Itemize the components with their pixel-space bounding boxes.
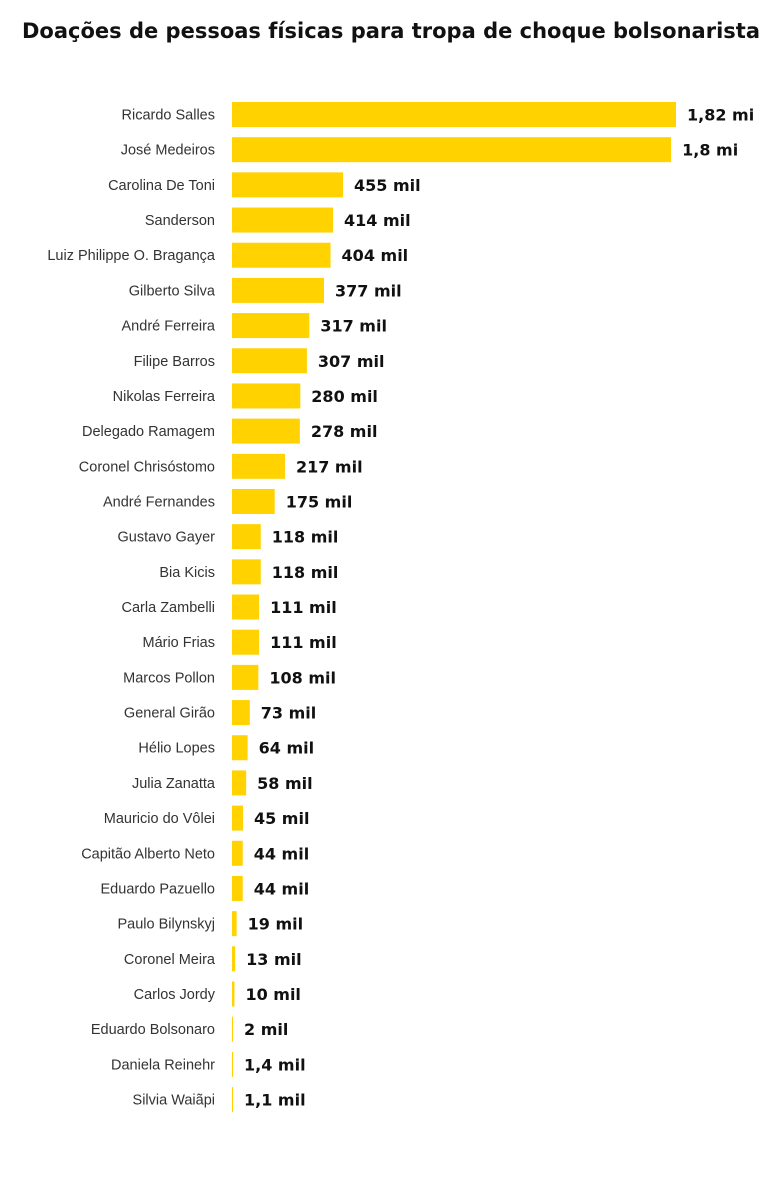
value-label: 111 mil — [270, 633, 337, 652]
category-label: Mário Frias — [142, 635, 215, 651]
category-label: José Medeiros — [121, 143, 215, 159]
category-label: Coronel Meira — [124, 952, 216, 968]
category-label: Gustavo Gayer — [117, 530, 215, 546]
bar — [232, 875, 243, 901]
category-label: Daniela Reinehr — [111, 1057, 215, 1073]
bar — [232, 946, 236, 972]
category-label: André Ferreira — [122, 319, 216, 335]
bar — [232, 559, 261, 585]
bar — [232, 629, 260, 655]
value-label: 13 mil — [246, 950, 301, 969]
bar — [232, 594, 260, 620]
category-label: Paulo Bilynskyj — [117, 917, 215, 933]
category-label: Delegado Ramagem — [82, 424, 215, 440]
category-label: Gilberto Silva — [129, 283, 216, 299]
bar — [232, 770, 247, 796]
chart-title: Doações de pessoas físicas para tropa de… — [22, 19, 760, 43]
category-label: Capitão Alberto Neto — [81, 846, 215, 862]
value-label: 108 mil — [269, 668, 336, 687]
bar — [232, 805, 243, 831]
value-label: 377 mil — [335, 281, 402, 300]
value-label: 317 mil — [320, 317, 387, 336]
bar — [232, 137, 672, 163]
value-label: 404 mil — [342, 246, 409, 265]
category-label: Silvia Waiãpi — [133, 1093, 215, 1109]
bar — [232, 981, 235, 1007]
value-label: 455 mil — [354, 176, 421, 195]
category-label: Carolina De Toni — [108, 178, 215, 194]
category-label: Hélio Lopes — [138, 741, 215, 757]
bar — [232, 1087, 233, 1113]
bars-group: Ricardo Salles 1,82 mi José Medeiros 1,8 mi… — [47, 102, 754, 1113]
value-label: 45 mil — [254, 809, 309, 828]
bar — [232, 1051, 233, 1077]
value-label: 19 mil — [248, 915, 303, 934]
value-label: 1,1 mil — [244, 1091, 306, 1110]
bar — [232, 418, 300, 444]
bar — [232, 242, 331, 268]
category-label: Mauricio do Vôlei — [104, 811, 215, 827]
value-label: 118 mil — [272, 563, 339, 582]
category-label: Julia Zanatta — [132, 776, 216, 792]
bar — [232, 488, 275, 514]
category-label: Eduardo Bolsonaro — [91, 1022, 215, 1038]
bar — [232, 348, 307, 374]
value-label: 118 mil — [272, 528, 339, 547]
value-label: 175 mil — [286, 492, 353, 511]
bar — [232, 664, 259, 690]
value-label: 278 mil — [311, 422, 378, 441]
bar — [232, 207, 333, 233]
value-label: 64 mil — [259, 739, 314, 758]
value-label: 73 mil — [261, 704, 316, 723]
value-label: 111 mil — [270, 598, 337, 617]
value-label: 44 mil — [254, 879, 309, 898]
category-label: André Fernandes — [103, 494, 215, 510]
category-label: Carlos Jordy — [134, 987, 216, 1003]
value-label: 2 mil — [244, 1020, 288, 1039]
bar — [232, 277, 324, 303]
value-label: 58 mil — [257, 774, 312, 793]
value-label: 10 mil — [245, 985, 300, 1004]
category-label: Ricardo Salles — [122, 108, 216, 124]
value-label: 307 mil — [318, 352, 385, 371]
bar — [232, 172, 343, 198]
bar — [232, 102, 676, 127]
bar — [232, 313, 310, 339]
bar — [232, 840, 243, 866]
bar — [232, 1016, 233, 1042]
bar — [232, 453, 285, 479]
category-label: Carla Zambelli — [122, 600, 215, 616]
category-label: Bia Kicis — [159, 565, 215, 581]
value-label: 414 mil — [344, 211, 411, 230]
category-label: General Girão — [124, 706, 215, 722]
value-label: 44 mil — [254, 844, 309, 863]
bar — [232, 735, 248, 761]
category-label: Sanderson — [145, 213, 215, 229]
category-label: Eduardo Pazuello — [101, 881, 215, 897]
value-label: 1,82 mi — [687, 106, 754, 125]
value-label: 1,8 mi — [682, 141, 738, 160]
category-label: Filipe Barros — [134, 354, 215, 370]
category-label: Coronel Chrisóstomo — [79, 459, 215, 475]
value-label: 280 mil — [311, 387, 378, 406]
bar — [232, 911, 237, 937]
category-label: Luiz Philippe O. Bragança — [47, 248, 216, 264]
value-label: 217 mil — [296, 457, 363, 476]
bar — [232, 524, 261, 550]
category-label: Marcos Pollon — [123, 670, 215, 686]
category-label: Nikolas Ferreira — [113, 389, 216, 405]
bar — [232, 700, 250, 726]
bar — [232, 383, 301, 409]
value-label: 1,4 mil — [244, 1055, 306, 1074]
